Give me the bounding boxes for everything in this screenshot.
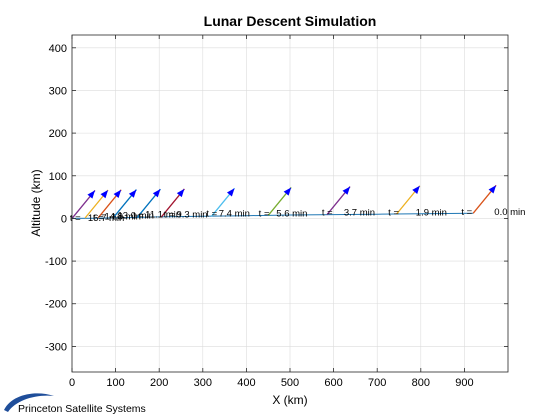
y-tick-label: 400 [49, 43, 67, 55]
chart-title: Lunar Descent Simulation [204, 13, 377, 29]
time-annotation: 5.6 min [276, 209, 307, 220]
time-annotation: t = [461, 207, 472, 218]
time-annotation: t = [259, 209, 270, 220]
y-tick-label: 300 [49, 85, 67, 97]
time-annotation: t = [133, 210, 144, 221]
x-tick-label: 800 [412, 377, 430, 389]
time-annotation: 16.7 min [88, 213, 124, 224]
y-tick-label: -100 [45, 256, 67, 268]
time-annotation: 9.3 min [176, 210, 207, 221]
swoosh-icon [4, 393, 54, 412]
arrow-head [226, 188, 235, 197]
arrow-head [283, 187, 292, 196]
time-annotation: 7.4 min [219, 209, 250, 220]
x-tick-label: 200 [150, 377, 168, 389]
time-annotation: t = [322, 207, 333, 218]
brand-logo [4, 393, 54, 412]
x-tick-label: 0 [69, 377, 75, 389]
time-annotation: 1.9 min [416, 207, 447, 218]
x-tick-label: 300 [194, 377, 212, 389]
x-axis: 0 100 200 300 400 500 600 700 800 900 [69, 35, 474, 389]
plot-area [72, 184, 497, 219]
time-annotation: t = [206, 209, 217, 220]
arrow-head [113, 189, 122, 199]
time-annotation: 13.0 min [118, 210, 154, 221]
x-tick-label: 100 [106, 377, 124, 389]
time-annotation: t = [164, 210, 175, 221]
arrow-head [342, 186, 351, 195]
x-tick-label: 900 [455, 377, 473, 389]
time-annotation: 0.0 min [494, 207, 525, 218]
arrow-head [152, 189, 161, 198]
grid [71, 35, 508, 372]
y-axis-label: Altitude (km) [29, 169, 43, 236]
y-tick-label: -200 [45, 299, 67, 311]
time-annotation: 3.7 min [344, 207, 375, 218]
time-annotation: t = [93, 213, 104, 224]
arrow-head [87, 190, 95, 199]
arrow-head [128, 189, 137, 198]
y-tick-label: -300 [45, 341, 67, 353]
time-annotation: t = [113, 212, 124, 223]
y-axis: -300 -200 -100 0 100 200 300 400 [45, 43, 508, 353]
x-axis-label: X (km) [272, 393, 307, 407]
arrow-head [100, 190, 109, 199]
trajectory-line [72, 212, 474, 219]
arrow-head [412, 185, 420, 194]
brand-name: Princeton Satellite Systems [18, 403, 146, 415]
x-tick-label: 500 [281, 377, 299, 389]
arrow-head [488, 185, 497, 194]
x-tick-label: 600 [324, 377, 342, 389]
time-annotation: 14.8 min [104, 212, 140, 223]
time-annotation: 11.1 min [145, 210, 181, 221]
y-tick-label: 100 [49, 171, 67, 183]
arrow-head [176, 188, 185, 198]
x-tick-label: 400 [237, 377, 255, 389]
y-tick-label: 200 [49, 128, 67, 140]
annotation-layer: 0.0 min t = 1.9 min t = 3.7 min t = 5.6 min t =… [70, 207, 526, 224]
time-annotation: t = [388, 207, 399, 218]
x-tick-label: 700 [368, 377, 386, 389]
y-tick-label: 0 [61, 213, 67, 225]
